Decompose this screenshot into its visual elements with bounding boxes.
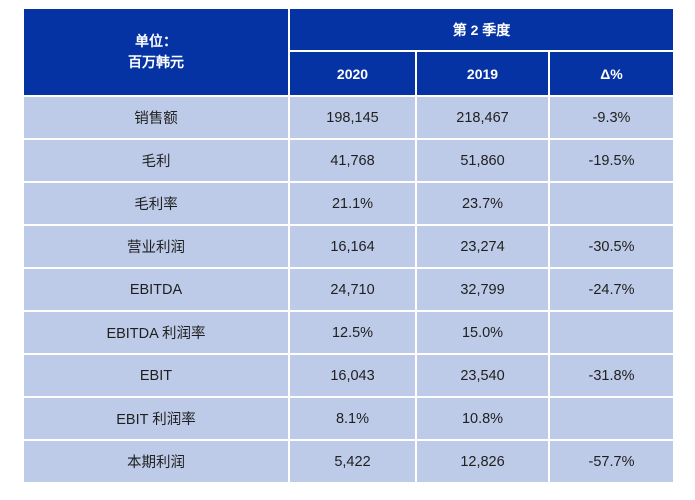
value-2019: 32,799: [415, 267, 550, 312]
value-delta: -57.7%: [548, 439, 675, 484]
value-delta: -30.5%: [548, 224, 675, 269]
value-delta: -24.7%: [548, 267, 675, 312]
table-row-sales: 销售额 198,145 218,467 -9.3%: [22, 95, 675, 140]
unit-header-line2: 百万韩元: [128, 54, 184, 70]
value-2019: 51,860: [415, 138, 550, 183]
row-label: EBITDA: [22, 267, 290, 312]
unit-header-line1: 单位：: [135, 33, 177, 49]
header-row-columns: 2020 2019 Δ%: [23, 50, 675, 97]
column-header-2020: 2020: [288, 50, 417, 97]
value-2020: 16,043: [288, 353, 417, 398]
row-label: EBITDA 利润率: [22, 310, 290, 355]
value-2020: 5,422: [288, 439, 417, 484]
value-2020: 12.5%: [288, 310, 417, 355]
row-label: 毛利: [22, 138, 290, 183]
value-2020: 16,164: [288, 224, 417, 269]
value-2019: 15.0%: [415, 310, 550, 355]
header-row-quarter: 单位： 百万韩元 第 2 季度: [22, 7, 675, 97]
value-2020: 21.1%: [288, 181, 417, 226]
value-delta: -9.3%: [548, 95, 675, 140]
row-label: EBIT 利润率: [22, 396, 290, 441]
table-row-ebit: EBIT 16,043 23,540 -31.8%: [22, 353, 675, 398]
table-row-ebitda-margin: EBITDA 利润率 12.5% 15.0%: [22, 310, 675, 355]
row-label: EBIT: [22, 353, 290, 398]
column-header-2019: 2019: [415, 50, 550, 97]
row-label: 销售额: [22, 95, 290, 140]
value-2019: 23.7%: [415, 181, 550, 226]
row-label: 营业利润: [22, 224, 290, 269]
column-header-delta: Δ%: [548, 50, 675, 97]
table-row-gross-margin: 毛利率 21.1% 23.7%: [22, 181, 675, 226]
value-2020: 198,145: [288, 95, 417, 140]
table-row-ebit-margin: EBIT 利润率 8.1% 10.8%: [22, 396, 675, 441]
unit-header-cell: 单位： 百万韩元: [22, 7, 290, 97]
table-row-gross-profit: 毛利 41,768 51,860 -19.5%: [22, 138, 675, 183]
value-2019: 218,467: [415, 95, 550, 140]
value-delta: [548, 181, 675, 226]
value-2019: 10.8%: [415, 396, 550, 441]
financial-summary-table: 单位： 百万韩元 第 2 季度 2020 2019 Δ% 销售额 198,145…: [22, 7, 675, 484]
value-2020: 41,768: [288, 138, 417, 183]
value-delta: -31.8%: [548, 353, 675, 398]
value-2019: 12,826: [415, 439, 550, 484]
value-delta: -19.5%: [548, 138, 675, 183]
row-label: 毛利率: [22, 181, 290, 226]
value-2020: 24,710: [288, 267, 417, 312]
value-delta: [548, 310, 675, 355]
value-delta: [548, 396, 675, 441]
quarter-header-cell: 第 2 季度: [288, 7, 675, 52]
table-row-net-profit: 本期利润 5,422 12,826 -57.7%: [22, 439, 675, 484]
value-2019: 23,540: [415, 353, 550, 398]
value-2019: 23,274: [415, 224, 550, 269]
row-label: 本期利润: [22, 439, 290, 484]
table-row-ebitda: EBITDA 24,710 32,799 -24.7%: [22, 267, 675, 312]
table-row-operating-profit: 营业利润 16,164 23,274 -30.5%: [22, 224, 675, 269]
value-2020: 8.1%: [288, 396, 417, 441]
